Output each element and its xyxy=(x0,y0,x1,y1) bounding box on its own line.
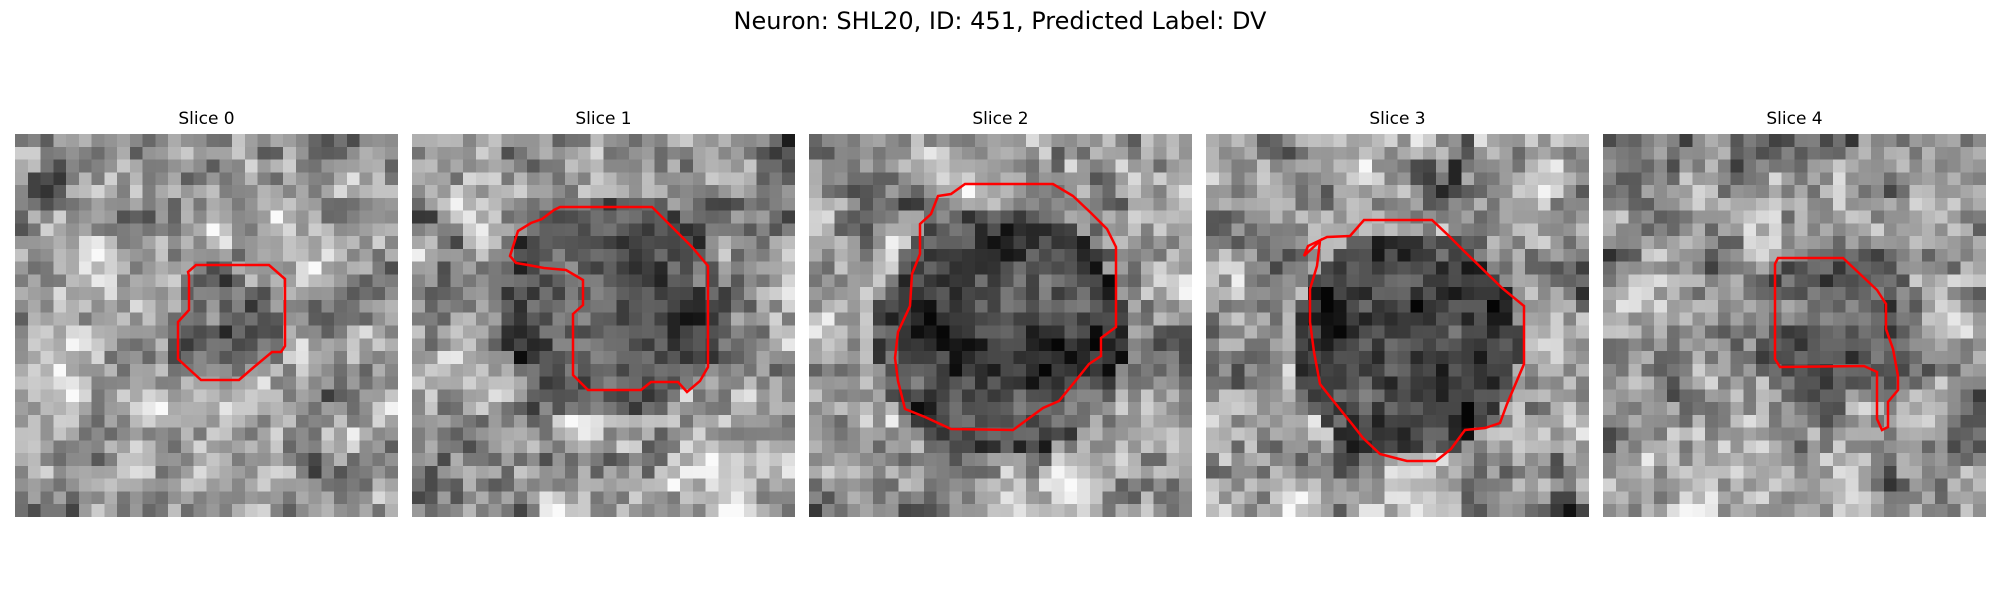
slice-0-panel xyxy=(15,134,398,517)
slice-2-overlay xyxy=(893,182,1118,432)
slice-2-image xyxy=(809,134,1192,517)
slice-1-title: Slice 1 xyxy=(575,109,632,129)
slice-1-contour xyxy=(508,205,710,394)
slice-4-overlay xyxy=(1773,256,1900,432)
figure-title: Neuron: SHL20, ID: 451, Predicted Label:… xyxy=(733,7,1267,35)
slice-0-contour xyxy=(176,263,287,382)
slice-4-panel xyxy=(1603,134,1986,517)
slice-4-title: Slice 4 xyxy=(1766,109,1823,129)
slice-1-image xyxy=(412,134,795,517)
slice-0-title: Slice 0 xyxy=(178,109,235,129)
slice-2-title: Slice 2 xyxy=(972,109,1029,129)
slice-3-contour xyxy=(1302,218,1526,463)
slice-0-overlay xyxy=(176,263,287,382)
slice-4-contour xyxy=(1773,256,1900,432)
slice-3-panel xyxy=(1206,134,1589,517)
slice-2-panel xyxy=(809,134,1192,517)
slice-0-image xyxy=(15,134,398,517)
slice-2-contour xyxy=(893,182,1118,432)
slice-1-overlay xyxy=(508,205,710,394)
slice-3-overlay xyxy=(1302,218,1526,463)
slice-1-panel xyxy=(412,134,795,517)
slice-4-image xyxy=(1603,134,1986,517)
slice-3-title: Slice 3 xyxy=(1369,109,1426,129)
